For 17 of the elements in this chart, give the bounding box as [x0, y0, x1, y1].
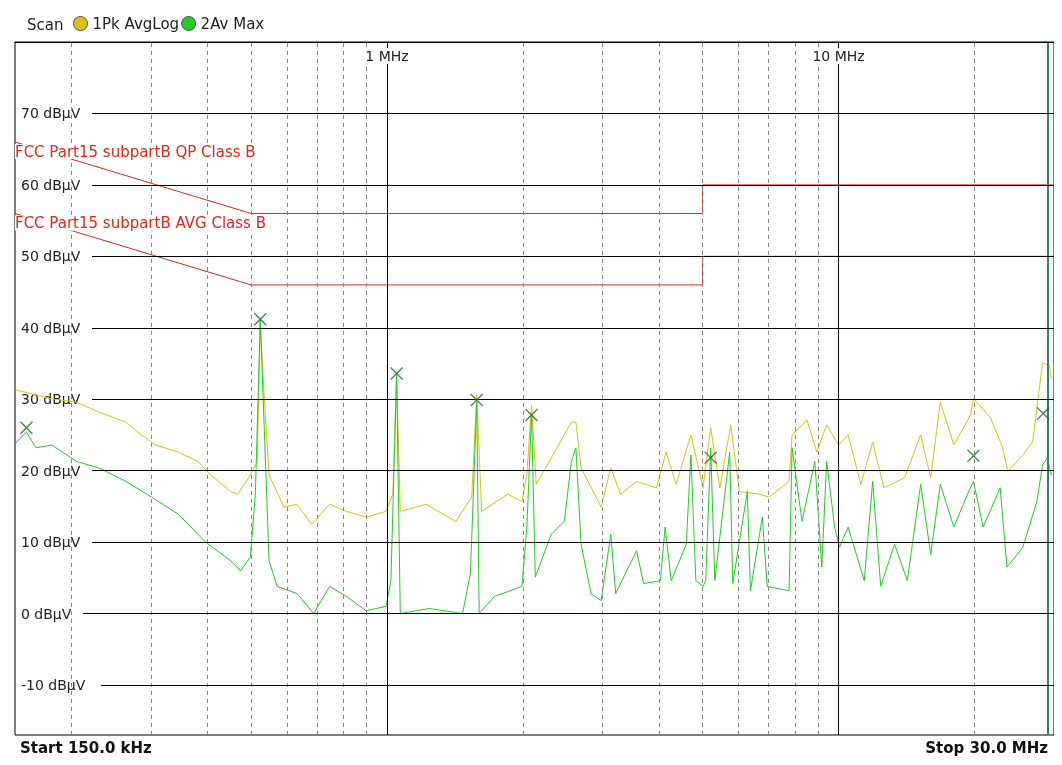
y-tick-label: 10 dBµV [21, 534, 81, 551]
y-tick-label: 60 dBµV [21, 176, 81, 193]
y-tick-label: 40 dBµV [21, 319, 81, 336]
annotation: FCC Part15 subpartB AVG Class B [15, 213, 266, 232]
y-tick-label: 0 dBµV [21, 605, 72, 622]
chart-title: Scan [27, 15, 64, 34]
x-tick-label: 10 MHz [812, 48, 865, 64]
y-tick-label: 70 dBµV [21, 105, 81, 122]
text: Start 150.0 kHz [20, 738, 153, 757]
text: Stop 30.0 MHz [925, 738, 1049, 757]
y-tick-label: 50 dBµV [21, 248, 81, 265]
y-tick-label: 20 dBµV [21, 462, 81, 479]
legend-label: 2Av Max [200, 14, 265, 33]
annotation: FCC Part15 subpartB QP Class B [15, 142, 256, 161]
x-tick-label: 1 MHz [365, 48, 409, 64]
legend-label: 1Pk AvgLog [92, 14, 180, 33]
y-tick-label: -10 dBµV [21, 676, 86, 693]
